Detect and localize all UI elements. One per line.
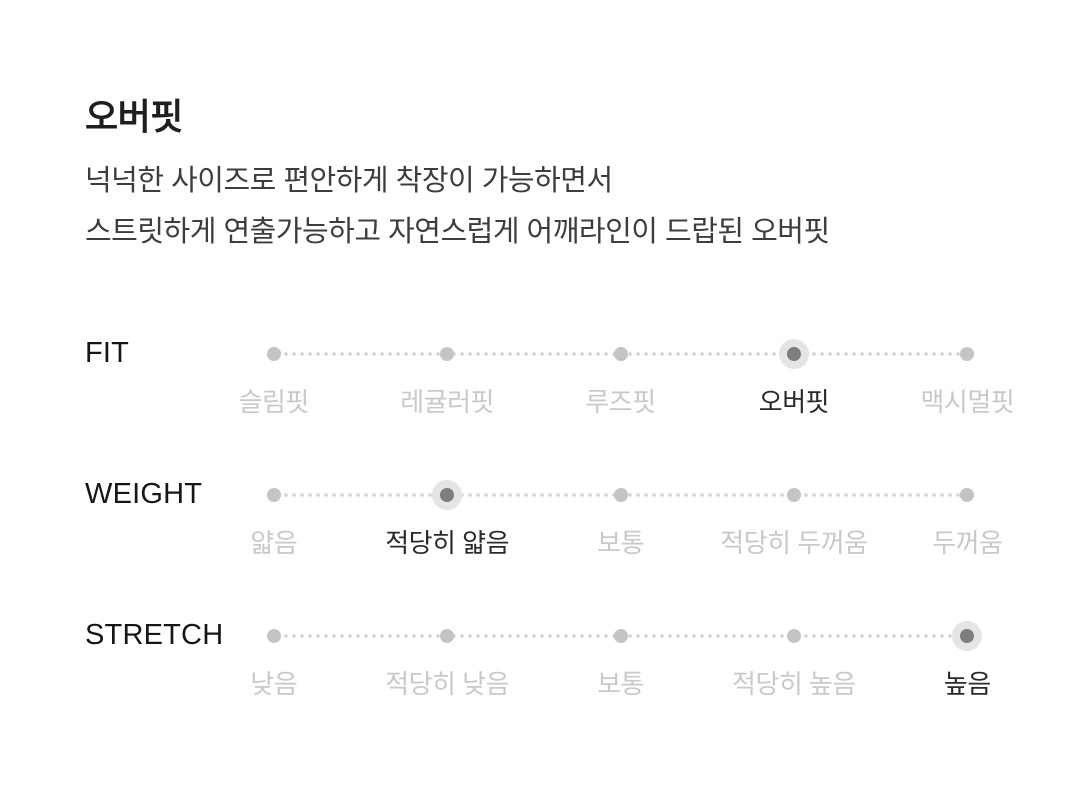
weight-dot-icon — [960, 488, 975, 502]
weight-dot-icon — [613, 488, 628, 502]
weight-selected-dot-icon — [440, 488, 455, 502]
fit-selected-dot-icon — [786, 347, 801, 361]
fit-dot-icon — [960, 347, 975, 361]
stretch-option-label: 적당히 높음 — [732, 669, 856, 699]
weight-option-0: 얇음 — [187, 475, 360, 560]
stretch-dot-icon — [440, 629, 455, 643]
fit-option-4: 맥시멀핏 — [881, 334, 1054, 419]
weight-option-label: 보통 — [597, 528, 644, 558]
weight-option-2: 보통 — [534, 475, 707, 560]
stretch-option-3: 적당히 높음 — [707, 616, 880, 701]
fit-info-section: 오버핏 넉넉한 사이즈로 편안하게 착장이 가능하면서 스트릿하게 연출가능하고… — [85, 0, 1045, 757]
stretch-option-label: 보통 — [597, 669, 644, 699]
weight-dot-icon — [266, 488, 281, 502]
weight-option-label: 적당히 얇음 — [385, 528, 510, 558]
stretch-options: 낮음 적당히 낮음 보통 적당히 높음 높음 — [187, 616, 1054, 701]
attribute-scales: FIT 슬림핏 레귤러핏 루즈핏 오버핏 맥시멀핏 WEIGHT 얇음 적당히 얇음 보통 적당히 … — [85, 334, 1045, 757]
stretch-option-label: 높음 — [943, 669, 991, 699]
weight-option-label: 적당히 두꺼움 — [720, 528, 868, 558]
fit-option-label: 레귤러핏 — [400, 387, 494, 417]
stretch-option-label: 적당히 낮음 — [385, 669, 510, 699]
stretch-option-1: 적당히 낮음 — [360, 616, 533, 701]
fit-option-3: 오버핏 — [707, 334, 880, 419]
description-line-2: 스트릿하게 연출가능하고 자연스럽게 어깨라인이 드랍된 오버핏 — [85, 216, 830, 248]
stretch-option-0: 낮음 — [187, 616, 360, 701]
fit-dot-icon — [440, 347, 455, 361]
fit-option-label: 맥시멀핏 — [920, 387, 1015, 417]
stretch-selected-dot-icon — [960, 629, 975, 643]
fit-option-1: 레귤러핏 — [360, 334, 533, 419]
weight-option-4: 두꺼움 — [881, 475, 1054, 560]
fit-dot-icon — [266, 347, 281, 361]
weight-option-3: 적당히 두꺼움 — [707, 475, 880, 560]
stretch-option-label: 낮음 — [250, 669, 298, 699]
stretch-dot-icon — [613, 629, 628, 643]
weight-option-1: 적당히 얇음 — [360, 475, 533, 560]
stretch-dot-icon — [266, 629, 281, 643]
fit-scale-label: FIT — [85, 337, 130, 369]
stretch-scale-row: STRETCH 낮음 적당히 낮음 보통 적당히 높음 높음 — [85, 616, 1045, 757]
fit-dot-icon — [613, 347, 628, 361]
description-line-1: 넉넉한 사이즈로 편안하게 착장이 가능하면서 — [85, 165, 613, 197]
weight-option-label: 두꺼움 — [932, 528, 1003, 558]
weight-scale-row: WEIGHT 얇음 적당히 얇음 보통 적당히 두꺼움 두꺼움 — [85, 475, 1045, 616]
stretch-dot-icon — [786, 629, 801, 643]
fit-option-label: 슬림핏 — [238, 387, 310, 417]
stretch-scale-label: STRETCH — [85, 619, 224, 651]
stretch-option-4: 높음 — [881, 616, 1054, 701]
fit-options: 슬림핏 레귤러핏 루즈핏 오버핏 맥시멀핏 — [187, 334, 1054, 419]
weight-options: 얇음 적당히 얇음 보통 적당히 두꺼움 두꺼움 — [187, 475, 1054, 560]
weight-scale-label: WEIGHT — [85, 478, 203, 510]
section-description: 넉넉한 사이즈로 편안하게 착장이 가능하면서 스트릿하게 연출가능하고 자연스… — [85, 156, 1045, 258]
stretch-option-2: 보통 — [534, 616, 707, 701]
weight-dot-icon — [786, 488, 801, 502]
fit-option-label: 오버핏 — [758, 387, 830, 417]
fit-option-label: 루즈핏 — [585, 387, 656, 417]
weight-option-label: 얇음 — [250, 528, 298, 558]
fit-option-2: 루즈핏 — [534, 334, 707, 419]
fit-scale-row: FIT 슬림핏 레귤러핏 루즈핏 오버핏 맥시멀핏 — [85, 334, 1045, 475]
section-title: 오버핏 — [85, 96, 183, 137]
fit-option-0: 슬림핏 — [187, 334, 360, 419]
